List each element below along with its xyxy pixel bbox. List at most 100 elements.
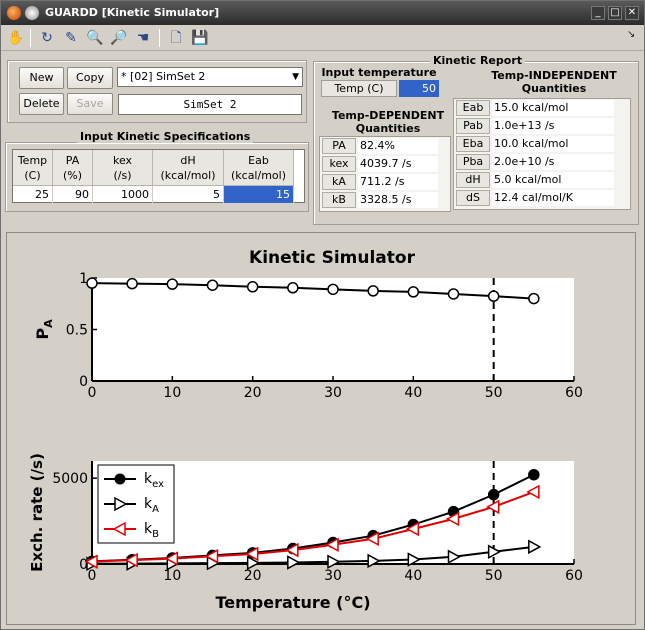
indep-key-dh: dH: [456, 172, 490, 188]
spec-header-temp[interactable]: Temp (C): [13, 150, 53, 186]
data-point: [204, 549, 219, 564]
dep-value-ka[interactable]: 711.2 /s: [358, 174, 438, 190]
legend-marker-kA: [114, 496, 128, 512]
title-bar[interactable]: GUARDD [Kinetic Simulator] _ □ ✕: [1, 1, 644, 25]
spec-cell-kex[interactable]: 1000: [93, 186, 153, 203]
dep-value-pa[interactable]: 82.4%: [358, 138, 438, 154]
legend-label-sub: ex: [152, 479, 164, 490]
zoom-in-tool-icon[interactable]: 🔍: [86, 30, 104, 46]
hand-wave-tool-icon[interactable]: ✋: [7, 30, 25, 46]
zoom-out-tool-icon[interactable]: 🔎: [110, 30, 128, 46]
indep-value-ds[interactable]: 12.4 cal/mol/K: [492, 190, 614, 206]
pa-axes: 0 10 20 30 40 50 60 0 0.5 1 PA: [33, 271, 583, 401]
x-tick-label: 30: [324, 568, 342, 584]
x-tick-label: 30: [324, 385, 342, 401]
spec-header-eab[interactable]: Eab (kcal/mol): [224, 150, 294, 186]
data-point: [487, 544, 502, 560]
save-button[interactable]: Save: [67, 93, 113, 115]
data-point: [405, 521, 420, 537]
new-button[interactable]: New: [19, 67, 64, 89]
kinetic-spec-table[interactable]: Temp (C) PA (%) kex (/s) dH (kcal/mol) E…: [12, 149, 305, 203]
spec-header-dh[interactable]: dH (kcal/mol): [153, 150, 224, 186]
indep-value-eba[interactable]: 10.0 kcal/mol: [492, 136, 614, 152]
save-tool-icon[interactable]: 💾: [191, 30, 209, 46]
dock-arrow-icon[interactable]: ↘: [627, 29, 636, 40]
data-point: [528, 539, 542, 555]
dep-value-kex[interactable]: 4039.7 /s: [358, 156, 438, 172]
dep-key-kb: kB: [322, 192, 356, 208]
temp-independent-heading: Temp-INDEPENDENT Quantities: [491, 69, 617, 95]
simset-panel: [7, 60, 307, 123]
data-point: [407, 286, 420, 298]
data-point: [86, 277, 98, 289]
x-tick-label: 60: [565, 568, 583, 584]
y-tick-label: 0.5: [66, 323, 88, 339]
delete-button[interactable]: Delete: [19, 93, 64, 115]
spec-cell-dh[interactable]: 5: [153, 186, 224, 203]
copy-button[interactable]: Copy: [67, 67, 113, 89]
app-icon[interactable]: [7, 6, 21, 20]
x-tick-label: 20: [244, 385, 262, 401]
data-point: [166, 278, 179, 290]
data-point: [487, 488, 500, 501]
data-cursor-tool-icon[interactable]: ✎: [65, 30, 77, 46]
legend-label-kB: kB: [144, 521, 159, 540]
close-button[interactable]: ✕: [625, 6, 639, 20]
simset-select[interactable]: * [02] SimSet 2 ▼: [117, 67, 303, 87]
indep-value-pba[interactable]: 2.0e+10 /s: [492, 154, 614, 170]
spec-cell-eab[interactable]: 15: [224, 186, 294, 203]
new-file-tool-icon[interactable]: 🗋: [170, 30, 182, 46]
data-point: [246, 281, 259, 293]
simset-name-field[interactable]: SimSet 2: [118, 94, 302, 115]
y-tick-label: 0: [79, 374, 88, 390]
data-point: [486, 499, 500, 515]
pin-icon[interactable]: [25, 6, 39, 20]
temp-dependent-table[interactable]: PA 82.4% kex 4039.7 /s kA 711.2 /s kB 33…: [319, 136, 451, 212]
x-tick-label: 0: [88, 568, 97, 584]
dep-key-kex: kex: [322, 156, 356, 172]
data-point: [528, 468, 540, 481]
indep-value-pab[interactable]: 1.0e+13 /s: [492, 118, 614, 134]
kinetic-spec-title: Input Kinetic Specifications: [77, 130, 254, 143]
indep-key-eab: Eab: [456, 100, 490, 116]
chevron-down-icon[interactable]: ▼: [292, 72, 299, 82]
legend-marker-kB: [112, 521, 126, 537]
x-tick-label: 20: [244, 568, 262, 584]
data-point: [445, 511, 460, 527]
y-axis-label: PA: [33, 319, 55, 340]
data-point: [367, 285, 379, 297]
pan-tool-icon[interactable]: ☚: [136, 30, 150, 46]
dep-key-pa: PA: [322, 138, 356, 154]
data-point: [325, 537, 339, 553]
dep-value-kb[interactable]: 3328.5 /s: [358, 192, 438, 208]
y-axis-label-sub: A: [42, 319, 55, 328]
rotate-tool-icon[interactable]: ↻: [41, 30, 53, 46]
temp-independent-table[interactable]: Eab 15.0 kcal/mol Pab 1.0e+13 /s Eba 10.…: [453, 98, 631, 210]
toolbar: ✋ ↻ ✎ 🔍 🔎 ☚ 🗋 💾 ↘: [1, 25, 644, 51]
window-title: GUARDD [Kinetic Simulator]: [45, 6, 220, 19]
data-point: [246, 555, 261, 571]
spec-cell-pa[interactable]: 90: [53, 186, 93, 203]
maximize-button[interactable]: □: [608, 6, 622, 20]
indep-value-eab[interactable]: 15.0 kcal/mol: [492, 100, 614, 116]
temp-input-field[interactable]: 50: [399, 80, 439, 97]
data-point: [528, 292, 540, 305]
indep-key-ds: dS: [456, 190, 490, 206]
legend-label-kA: kA: [144, 496, 159, 515]
data-point: [206, 279, 219, 291]
spec-header-kex[interactable]: kex (/s): [93, 150, 153, 186]
legend-label-main: k: [144, 471, 153, 487]
legend-label-sub: A: [152, 504, 159, 515]
data-point: [285, 542, 299, 558]
data-point: [365, 531, 379, 547]
spec-header-pa[interactable]: PA (%): [53, 150, 93, 186]
x-tick-label: 50: [485, 568, 503, 584]
x-axis-label: Temperature (°C): [215, 593, 370, 612]
data-point: [287, 555, 301, 570]
indep-value-dh[interactable]: 5.0 kcal/mol: [492, 172, 614, 188]
minimize-button[interactable]: _: [591, 6, 605, 20]
spec-cell-temp[interactable]: 25: [13, 186, 53, 203]
data-point: [447, 549, 462, 565]
x-tick-label: 40: [404, 385, 422, 401]
